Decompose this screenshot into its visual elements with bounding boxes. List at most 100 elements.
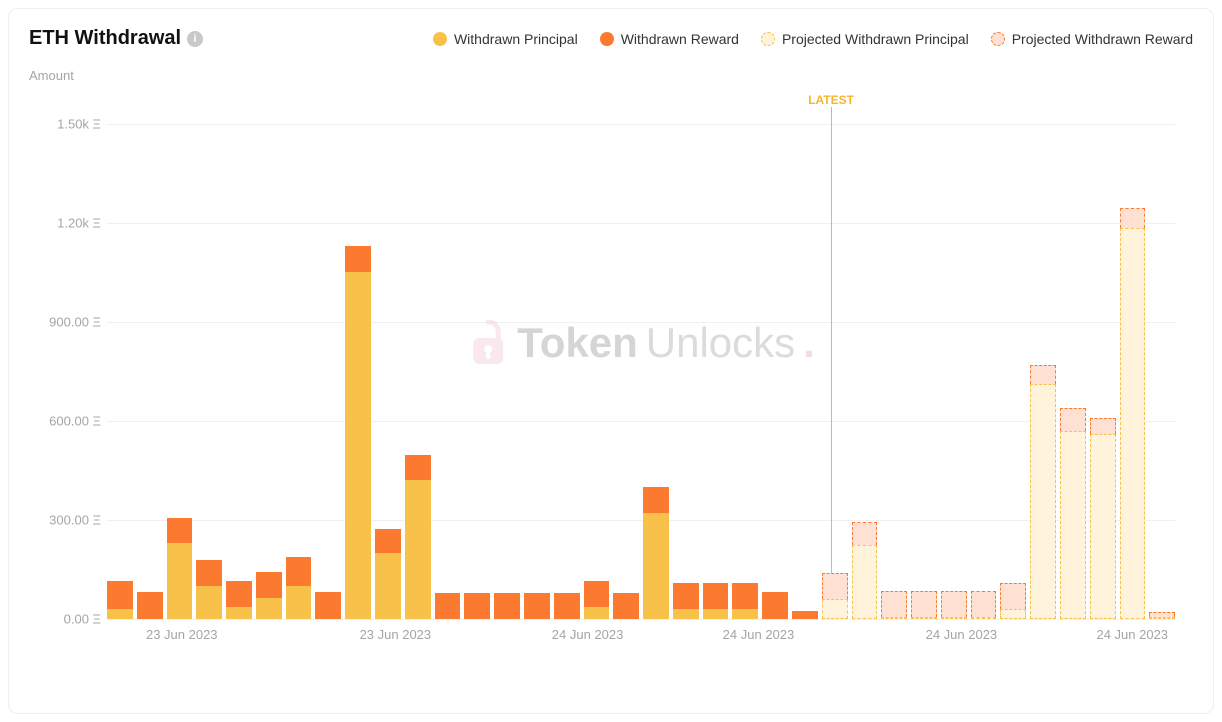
bar[interactable]	[1090, 107, 1116, 619]
bar[interactable]	[405, 107, 431, 619]
bar-segment-principal	[822, 599, 848, 619]
bar-segment-principal	[941, 617, 967, 619]
bar[interactable]	[167, 107, 193, 619]
legend-item-principal[interactable]: Withdrawn Principal	[433, 31, 578, 47]
gridline	[107, 619, 1175, 620]
bar-segment-reward	[554, 593, 580, 619]
bar-segment-principal	[1120, 228, 1146, 619]
bar-segment-reward	[971, 591, 997, 617]
bar-segment-principal	[345, 272, 371, 619]
bar-segment-reward	[941, 591, 967, 617]
bar-segment-reward	[345, 246, 371, 272]
bar[interactable]	[1120, 107, 1146, 619]
bar[interactable]	[762, 107, 788, 619]
bar[interactable]	[435, 107, 461, 619]
info-icon[interactable]: i	[187, 31, 203, 47]
bar-segment-reward	[494, 593, 520, 619]
bar-segment-principal	[226, 607, 252, 619]
bar-segment-principal	[167, 543, 193, 619]
bar-segment-reward	[1120, 208, 1146, 228]
legend-label: Withdrawn Principal	[454, 31, 578, 47]
bar-segment-reward	[256, 572, 282, 598]
bar[interactable]	[554, 107, 580, 619]
bar-segment-reward	[286, 557, 312, 586]
bar[interactable]	[494, 107, 520, 619]
bar[interactable]	[226, 107, 252, 619]
bar[interactable]	[196, 107, 222, 619]
bar-segment-principal	[286, 586, 312, 619]
bar-segment-reward	[167, 518, 193, 543]
bar-segment-reward	[1060, 408, 1086, 431]
plot-area: 0.00 Ξ300.00 Ξ600.00 Ξ900.00 Ξ1.20k Ξ1.5…	[29, 87, 1193, 667]
bar[interactable]	[852, 107, 878, 619]
bar-segment-reward	[464, 593, 490, 619]
bar-segment-reward	[703, 583, 729, 609]
bar[interactable]	[703, 107, 729, 619]
bar[interactable]	[137, 107, 163, 619]
y-axis-label: Amount	[29, 68, 1193, 83]
title-text: ETH Withdrawal	[29, 27, 181, 50]
bar-segment-principal	[1060, 431, 1086, 619]
bar[interactable]	[822, 107, 848, 619]
bar-segment-reward	[315, 592, 341, 619]
bar-segment-principal	[732, 609, 758, 619]
legend-label: Projected Withdrawn Reward	[1012, 31, 1193, 47]
x-tick-label: 24 Jun 2023	[1096, 627, 1168, 642]
y-tick-label: 1.20k Ξ	[29, 215, 101, 230]
bar[interactable]	[1000, 107, 1026, 619]
bar[interactable]	[941, 107, 967, 619]
legend-swatch	[600, 32, 614, 46]
bar-segment-reward	[792, 611, 818, 619]
bar-segment-reward	[1030, 365, 1056, 385]
bar-segment-principal	[584, 607, 610, 619]
bar-segment-principal	[1090, 434, 1116, 619]
bar-segment-reward	[107, 581, 133, 609]
y-tick-label: 900.00 Ξ	[29, 314, 101, 329]
legend-item-reward[interactable]: Withdrawn Reward	[600, 31, 739, 47]
bar-segment-principal	[852, 545, 878, 619]
bar[interactable]	[881, 107, 907, 619]
bar[interactable]	[1149, 107, 1175, 619]
bar[interactable]	[792, 107, 818, 619]
legend-swatch	[433, 32, 447, 46]
bar-segment-reward	[881, 591, 907, 617]
bar-segment-reward	[1090, 418, 1116, 435]
bar[interactable]	[375, 107, 401, 619]
bar-segment-reward	[732, 583, 758, 609]
legend-label: Projected Withdrawn Principal	[782, 31, 969, 47]
bar[interactable]	[1060, 107, 1086, 619]
legend-item-proj_principal[interactable]: Projected Withdrawn Principal	[761, 31, 969, 47]
bar[interactable]	[107, 107, 133, 619]
bar-segment-principal	[971, 617, 997, 619]
bar[interactable]	[345, 107, 371, 619]
bar[interactable]	[286, 107, 312, 619]
x-axis-labels: 23 Jun 202323 Jun 202324 Jun 202324 Jun …	[107, 627, 1175, 661]
bar[interactable]	[1030, 107, 1056, 619]
bar[interactable]	[256, 107, 282, 619]
legend-swatch	[991, 32, 1005, 46]
bar-segment-reward	[137, 592, 163, 619]
bar[interactable]	[613, 107, 639, 619]
bar-segment-reward	[762, 592, 788, 619]
bar[interactable]	[315, 107, 341, 619]
bar[interactable]	[524, 107, 550, 619]
bar[interactable]	[732, 107, 758, 619]
bar-segment-reward	[375, 529, 401, 553]
chart-title: ETH Withdrawal i	[29, 27, 203, 50]
bar[interactable]	[971, 107, 997, 619]
bar-segment-reward	[435, 593, 461, 619]
y-tick-label: 600.00 Ξ	[29, 413, 101, 428]
bar-segment-principal	[256, 598, 282, 619]
bar[interactable]	[911, 107, 937, 619]
plot: TokenUnlocks.	[107, 107, 1175, 619]
bar[interactable]	[643, 107, 669, 619]
bar[interactable]	[673, 107, 699, 619]
legend-item-proj_reward[interactable]: Projected Withdrawn Reward	[991, 31, 1193, 47]
bar[interactable]	[584, 107, 610, 619]
bar-segment-principal	[643, 513, 669, 619]
bar[interactable]	[464, 107, 490, 619]
bar-segment-reward	[852, 522, 878, 545]
bar-segment-principal	[1149, 617, 1175, 619]
bars-container	[107, 107, 1175, 619]
x-tick-label: 24 Jun 2023	[723, 627, 795, 642]
